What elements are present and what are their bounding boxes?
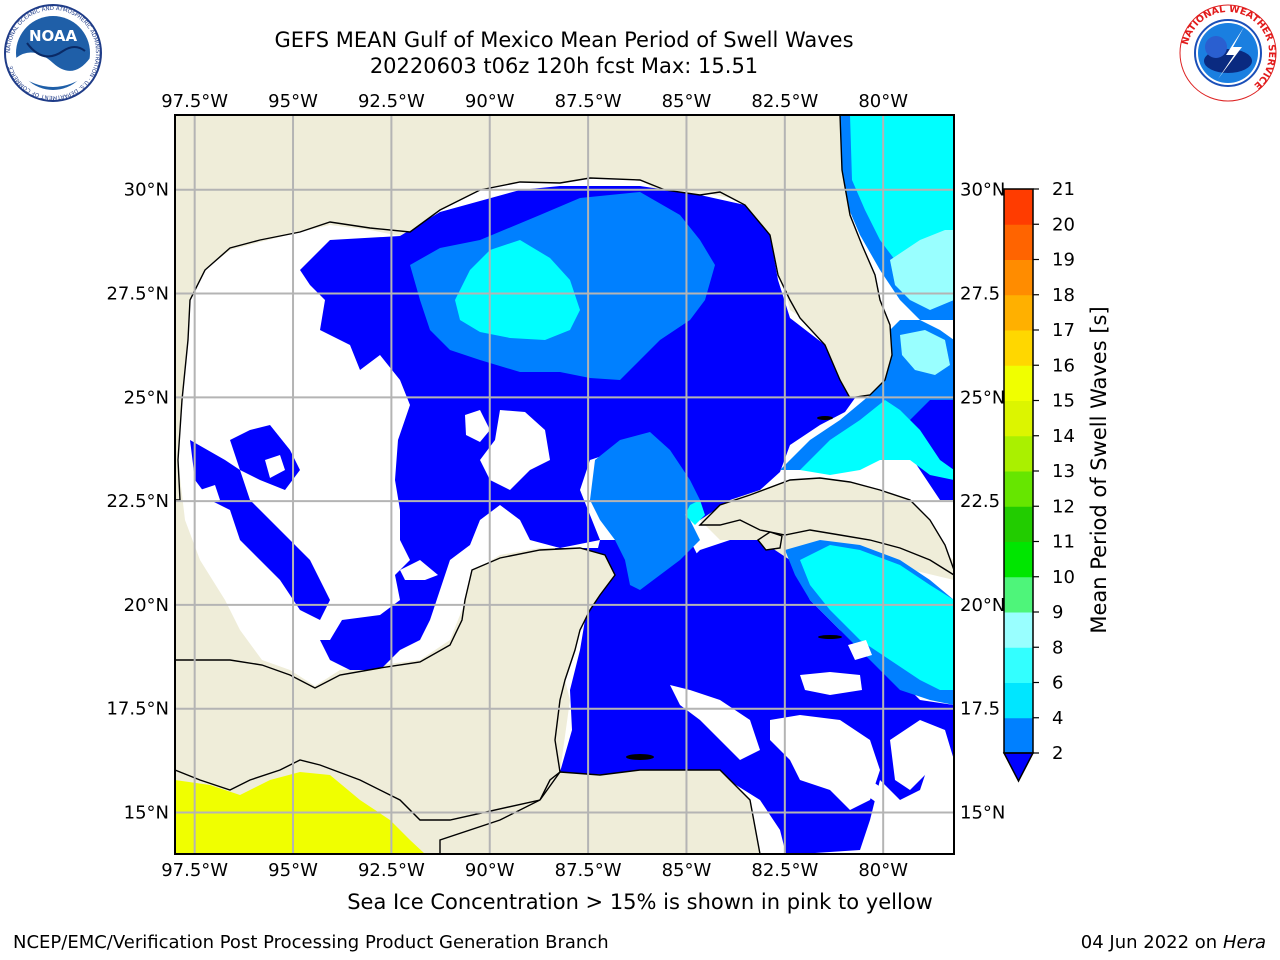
colorbar-segment: [1004, 400, 1033, 437]
colorbar-segment: [1004, 541, 1033, 578]
map-title: GEFS MEAN Gulf of Mexico Mean Period of …: [274, 28, 854, 52]
lat-label-right: 22.5: [960, 491, 1000, 512]
colorbar-label: Mean Period of Swell Waves [s]: [1087, 306, 1111, 633]
colorbar-tick-label: 9: [1052, 602, 1063, 623]
colorbar-tick-label: 2: [1052, 743, 1063, 764]
lon-label-bottom: 95°W: [268, 860, 318, 881]
map-frame: [174, 114, 955, 855]
colorbar-tick-label: 8: [1052, 637, 1063, 658]
ice-note: Sea Ice Concentration > 15% is shown in …: [347, 890, 933, 914]
lon-label-bottom: 80°W: [858, 860, 908, 881]
colorbar-segment: [1004, 365, 1033, 401]
lon-label-bottom: 85°W: [662, 860, 712, 881]
colorbar-segment: [1004, 189, 1033, 225]
colorbar-segment: [1004, 647, 1033, 683]
colorbar-segment: [1004, 435, 1033, 472]
colorbar-tick-label: 15: [1052, 391, 1075, 412]
colorbar-tick-label: 20: [1052, 214, 1075, 235]
lon-label-bottom: 82.5°W: [751, 860, 818, 881]
footer-date: 04 Jun 2022 on Hera: [1081, 932, 1266, 953]
nws-logo: NATIONAL WEATHER SERVICE: [1179, 4, 1277, 102]
lat-label-right: 25°N: [960, 387, 1005, 408]
noaa-logo: NOAA NATIONAL OCEANIC AND ATMOSPHERIC AD…: [4, 4, 102, 102]
lon-label-top: 87.5°W: [555, 91, 622, 112]
colorbar-extend-triangle: [1002, 752, 1035, 783]
footer-branch: NCEP/EMC/Verification Post Processing Pr…: [13, 932, 609, 953]
footer-host: Hera: [1222, 932, 1266, 953]
lat-label-left: 17.5°N: [106, 699, 169, 720]
lon-label-top: 90°W: [465, 91, 515, 112]
lon-label-bottom: 87.5°W: [555, 860, 622, 881]
map-subtitle: 20220603 t06z 120h fcst Max: 15.51: [369, 54, 759, 78]
colorbar-tick-label: 21: [1052, 179, 1075, 200]
lat-label-right: 27.5: [960, 284, 1000, 305]
colorbar-tick-label: 16: [1052, 355, 1075, 376]
colorbar-segment: [1004, 717, 1033, 754]
period-8-9-regions: [890, 230, 954, 375]
lon-label-top: 80°W: [858, 91, 908, 112]
colorbar-segment: [1004, 682, 1033, 719]
lat-label-left: 22.5°N: [106, 491, 169, 512]
noaa-logo-text: NOAA: [29, 27, 78, 45]
colorbar-tick-label: 19: [1052, 250, 1075, 271]
colorbar-segment: [1004, 576, 1033, 613]
small-islands: [626, 416, 842, 760]
lat-label-right: 17.5: [960, 699, 1000, 720]
colorbar-tick-label: 4: [1052, 708, 1063, 729]
lon-label-bottom: 90°W: [465, 860, 515, 881]
colorbar-segment: [1004, 224, 1033, 260]
colorbar: 2 4 6 8 9 10 11 12 13 14 15 16 17 18 19 20 21: [1002, 179, 1075, 783]
lat-label-left: 15°N: [124, 802, 169, 823]
lon-label-top: 95°W: [268, 91, 318, 112]
lat-label-left: 27.5°N: [106, 284, 169, 305]
lon-label-bottom: 92.5°W: [358, 860, 425, 881]
colorbar-segment: [1004, 259, 1033, 296]
colorbar-tick-label: 12: [1052, 496, 1075, 517]
lat-label-left: 25°N: [124, 387, 169, 408]
lon-label-top: 97.5°W: [161, 91, 228, 112]
lat-label-left: 30°N: [124, 180, 169, 201]
colorbar-segment: [1004, 471, 1033, 507]
colorbar-segment: [1004, 506, 1033, 542]
lon-label-top: 82.5°W: [751, 91, 818, 112]
lat-label-right: 30°N: [960, 180, 1005, 201]
colorbar-tick-label: 14: [1052, 426, 1075, 447]
gridlines: [175, 115, 954, 854]
lon-label-bottom: 97.5°W: [161, 860, 228, 881]
lat-label-right: 20°N: [960, 595, 1005, 616]
lat-label-left: 20°N: [124, 595, 169, 616]
colorbar-tick-label: 11: [1052, 532, 1075, 553]
lon-label-top: 92.5°W: [358, 91, 425, 112]
footer-date-text: 04 Jun 2022 on: [1080, 932, 1218, 953]
lon-label-top: 85°W: [662, 91, 712, 112]
white-gaps: [200, 410, 954, 810]
colorbar-tick-label: 6: [1052, 673, 1063, 694]
lat-label-right: 15°N: [960, 802, 1005, 823]
colorbar-segment: [1004, 294, 1033, 331]
colorbar-tick-label: 13: [1052, 461, 1075, 482]
colorbar-segment: [1004, 612, 1033, 648]
colorbar-tick-label: 18: [1052, 285, 1075, 306]
colorbar-tick-label: 17: [1052, 320, 1075, 341]
colorbar-tick-label: 10: [1052, 567, 1075, 588]
colorbar-segment: [1004, 330, 1033, 366]
